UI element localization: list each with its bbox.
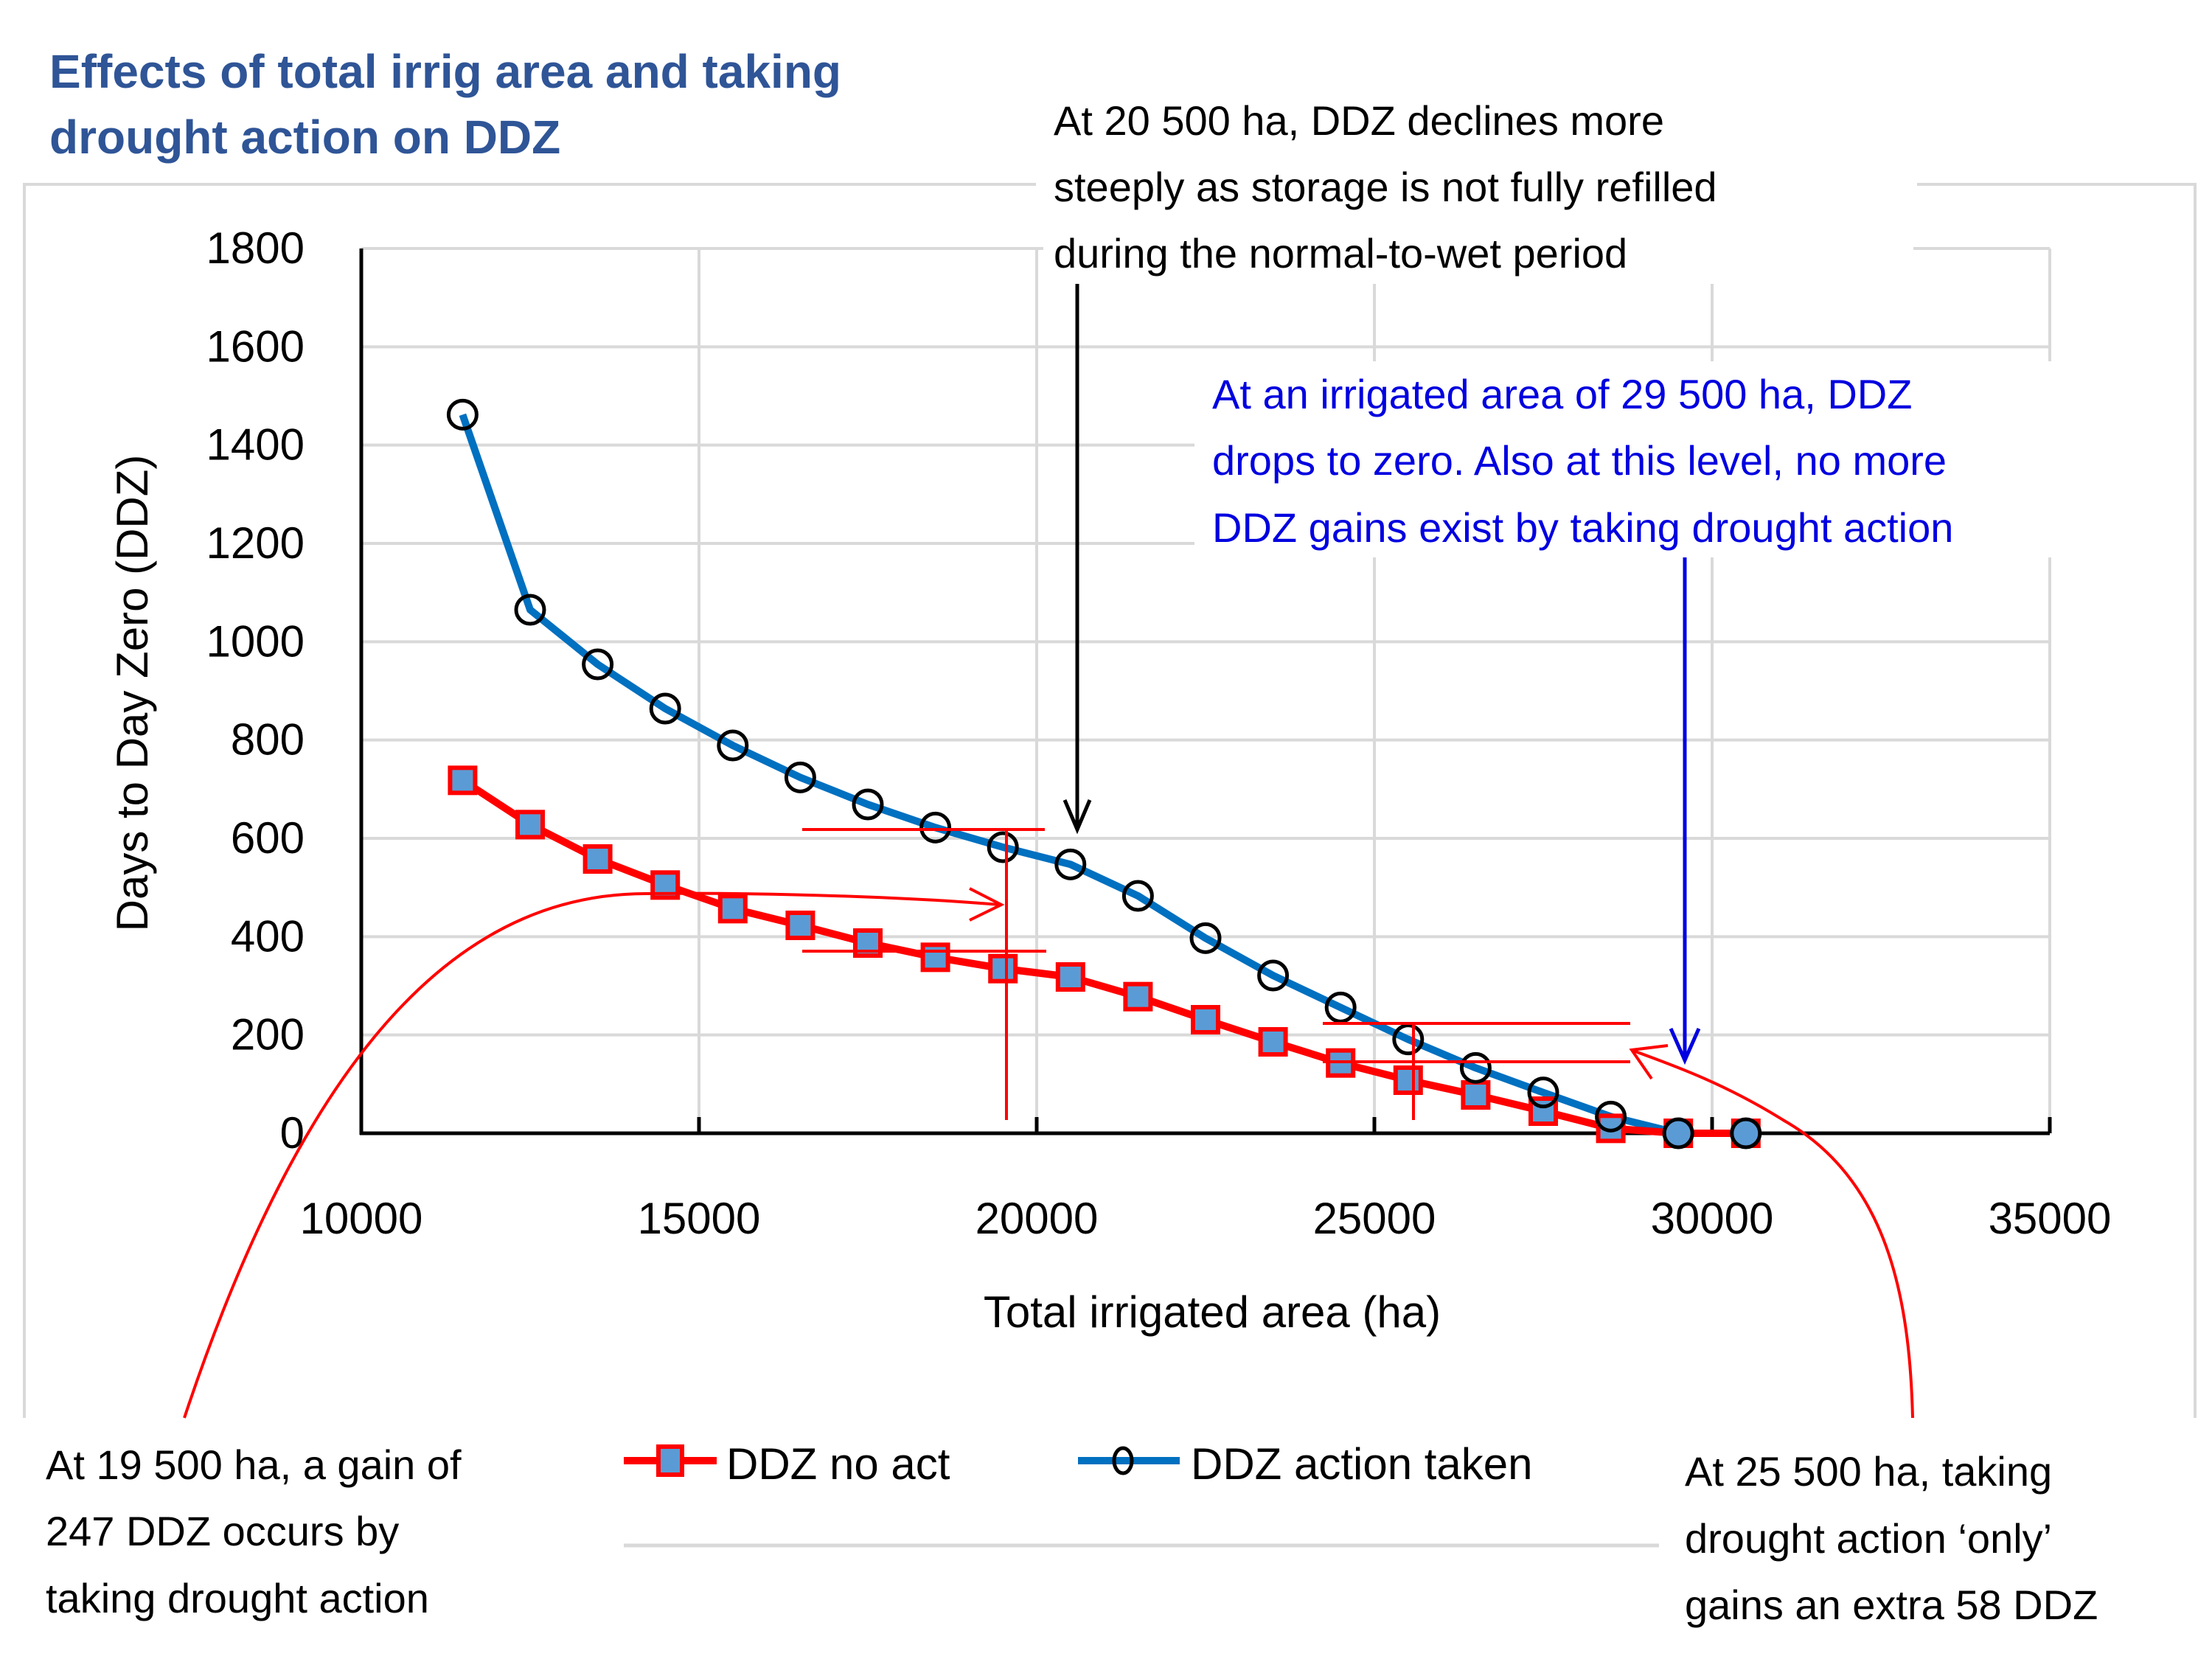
legend-item-ddz-no-act[interactable]: DDZ no act [624,1439,950,1489]
data-point-action-taken [784,761,816,793]
data-point-no-act [1191,1005,1220,1034]
annotation-shapes [1062,284,1701,1065]
data-point-action-taken [1324,991,1357,1023]
y-tick-label: 400 [231,911,305,961]
series-ddz-no-act [448,765,1761,1148]
y-tick-label: 1400 [206,420,305,470]
blue-pointer-arrow-head [1669,1027,1701,1065]
chart-frame [23,183,2197,1418]
annotation-top-black-bg [1043,88,1913,284]
annotation-bottom-right-line-2: drought action ‘only’ [1685,1515,2052,1562]
annotation-top-black-line-2: steeply as storage is not fully refilled [1054,164,1717,210]
data-point-no-act [988,953,1018,984]
legend-swatch-no-act-marker [656,1444,684,1477]
data-point-no-act [717,894,748,924]
data-point-action-taken [582,648,614,681]
black-pointer-arrow-head [1062,799,1092,835]
data-point-action-taken [1392,1023,1425,1056]
data-point-action-taken [1121,880,1154,912]
annotation-top-blue-bg [1194,361,2160,557]
annotation-top-black-line-1: At 20 500 ha, DDZ declines more [1054,97,1664,144]
data-point-action-taken [919,811,952,844]
x-axis-title: Total irrigated area (ha) [984,1287,1441,1337]
y-tick-label: 1000 [206,616,305,666]
annotation-top-blue-line-2: drops to zero. Also at this level, no mo… [1212,437,1947,484]
data-point-no-act [785,911,815,940]
data-point-no-act [1258,1027,1288,1057]
data-point-action-taken [1054,848,1087,880]
annotation-bottom-right-line-1: At 25 500 ha, taking [1685,1448,2052,1495]
data-point-no-act [920,942,950,973]
data-point-action-taken [1662,1117,1694,1150]
x-tick-label: 30000 [1651,1194,1774,1243]
x-tick-label: 35000 [1989,1194,2112,1243]
data-point-action-taken [1527,1077,1559,1109]
data-point-action-taken [649,692,681,725]
y-tick-label: 800 [231,715,305,765]
annotation-top-black-line-3: during the normal-to-wet period [1054,230,1627,276]
data-point-no-act [448,765,478,796]
x-tick-label: 20000 [975,1194,1099,1243]
annotation-bottom-right-line-3: gains an extra 58 DDZ [1685,1582,2098,1628]
curved-arrow-25500-head [1629,1044,1669,1080]
legend-label-action: DDZ action taken [1191,1439,1533,1489]
chart-title-line-1: Effects of total irrig area and taking [49,45,841,98]
y-axis-title: Days to Day Zero (DDZ) [108,455,157,932]
data-point-action-taken [1257,959,1290,992]
red-annotations [183,828,1914,1419]
data-point-action-taken [514,594,546,626]
annotation-top-blue-line-1: At an irrigated area of 29 500 ha, DDZ [1212,371,1912,417]
data-point-action-taken [987,831,1019,863]
curved-arrow-19500 [183,891,1000,1419]
y-tick-label: 1600 [206,321,305,371]
curved-arrow-19500-head [969,887,1005,922]
data-point-no-act [1055,962,1085,992]
data-point-action-taken [717,729,749,762]
y-tick-label: 600 [231,813,305,863]
x-tick-label: 10000 [300,1194,423,1243]
annotation-bottom-left-line-3: taking drought action [46,1575,429,1621]
chart-title-line-2: drought action on DDZ [49,111,560,164]
data-point-no-act [582,844,613,874]
annotation-bottom-left-line-2: 247 DDZ occurs by [46,1508,399,1554]
x-tick-label: 15000 [638,1194,761,1243]
x-tick-label: 25000 [1313,1194,1436,1243]
annotation-top-blue-line-3: DDZ gains exist by taking drought action [1212,504,1953,551]
data-point-no-act [1393,1065,1423,1095]
data-point-action-taken [1595,1100,1627,1133]
data-point-action-taken [1189,922,1222,954]
legend-item-ddz-action-taken[interactable]: DDZ action taken [1078,1439,1533,1489]
x-tick-labels: 10000 15000 20000 25000 30000 35000 [300,1194,2112,1243]
annotation-bottom-left: At 19 500 ha, a gain of 247 DDZ occurs b… [46,1441,462,1621]
data-point-no-act [515,810,545,840]
data-point-no-act [1461,1080,1491,1110]
annotation-bottom-left-line-1: At 19 500 ha, a gain of [46,1441,462,1488]
data-point-no-act [1123,981,1153,1012]
annotation-bottom-right: At 25 500 ha, taking drought action ‘onl… [1685,1448,2098,1628]
data-point-action-taken [852,788,884,821]
y-tick-label: 0 [280,1108,305,1158]
annotation-top-blue: At an irrigated area of 29 500 ha, DDZ d… [1194,361,2160,557]
curved-arrow-25500 [1632,1049,1914,1419]
data-point-action-taken [1730,1117,1762,1150]
legend-label-no-act: DDZ no act [726,1439,950,1489]
data-point-no-act [1528,1096,1558,1126]
legend-swatch-action-marker [1112,1446,1134,1475]
legend: DDZ no act DDZ action taken [624,1439,1533,1489]
data-point-action-taken [446,398,479,431]
axes [359,248,2052,1135]
data-point-action-taken [1459,1051,1492,1084]
y-tick-labels: 0 200 400 600 800 1000 1200 1400 1600 1800 [206,223,305,1158]
annotation-top-black: At 20 500 ha, DDZ declines more steeply … [1043,88,1913,284]
y-tick-label: 1200 [206,518,305,568]
y-tick-label: 1800 [206,223,305,273]
y-tick-label: 200 [231,1010,305,1060]
